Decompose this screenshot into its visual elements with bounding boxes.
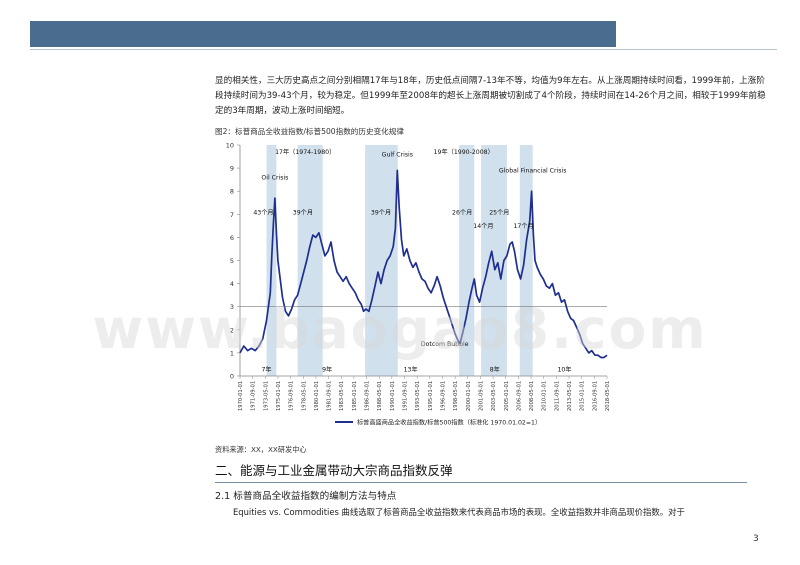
x-tick-label: 1985-01-01	[352, 381, 358, 411]
legend-label: 标普高盛商品全收益指数/标普500指数（标准化 1970.01.02=1）	[357, 418, 541, 426]
annotation-label: 14个月	[473, 223, 493, 230]
x-tick-label: 1998-05-01	[453, 381, 459, 411]
shaded-period	[481, 145, 491, 376]
y-tick-label: 7	[230, 211, 234, 219]
x-tick-label: 2018-05-01	[605, 381, 611, 411]
x-tick-label: 2013-05-01	[567, 381, 573, 411]
x-tick-label: 2001-09-01	[478, 381, 484, 411]
x-tick-label: 1978-05-01	[301, 381, 307, 411]
commodity-equity-ratio-chart: 0 1 2 3 4 5 6 7 8 9 10 1970-01-01 1971-09-01 1973-05-…	[226, 142, 611, 427]
y-tick-label: 5	[230, 257, 234, 265]
shaded-period	[519, 145, 533, 376]
annotation-label: 8年	[490, 365, 500, 373]
x-tick-label: 1975-01-01	[276, 381, 282, 411]
section-title: 二、能源与工业金属带动大宗商品指数反弹	[215, 463, 453, 478]
annotation-label: 10年	[558, 365, 572, 373]
y-tick-label: 10	[226, 142, 234, 150]
annotation-label: 39个月	[371, 209, 391, 216]
y-tick-label: 6	[230, 234, 234, 242]
x-tick-label: 1976-09-01	[289, 381, 295, 411]
x-tick-label: 2005-01-01	[504, 381, 510, 411]
section-rule	[215, 482, 747, 483]
annotation-label: 19年（1990-2008）	[434, 148, 494, 156]
annotation-label: 7年	[261, 365, 271, 373]
x-tick-label: 1986-09-01	[365, 381, 371, 411]
x-tick-label: 1990-01-01	[390, 381, 396, 411]
annotation-label: Global Financial Crisis	[499, 168, 567, 175]
y-tick-label: 9	[230, 165, 234, 173]
x-tick-label: 2008-05-01	[529, 381, 535, 411]
series-line	[239, 169, 608, 359]
annotation-label: 17个月	[513, 223, 533, 230]
chart-legend: 标普高盛商品全收益指数/标普500指数（标准化 1970.01.02=1）	[335, 418, 541, 426]
x-tick-label: 1983-05-01	[339, 381, 345, 411]
x-tick-label: 1971-09-01	[251, 381, 257, 411]
annotation-label: 26个月	[452, 209, 472, 216]
source-note: 资料来源：XX，XX研发中心	[215, 445, 307, 454]
x-tick-label: 2000-01-01	[466, 381, 472, 411]
annotation-label: Dotcom Bubble	[421, 341, 469, 348]
x-tick-label: 2003-05-01	[491, 381, 497, 411]
chart-axes: 0 1 2 3 4 5 6 7 8 9 10 1970-01-01 1971-09-01 1973-05-…	[226, 142, 611, 412]
x-tick-label: 1996-09-01	[440, 381, 446, 411]
y-tick-label: 1	[230, 349, 234, 357]
shaded-period	[365, 145, 398, 376]
annotation-label: 39个月	[293, 209, 313, 216]
annotation-label: 13年	[404, 365, 418, 373]
y-tick-label: 4	[230, 280, 234, 288]
x-tick-label: 2006-09-01	[516, 381, 522, 411]
x-tick-label: 2015-01-01	[580, 381, 586, 411]
y-tick-label: 0	[230, 373, 234, 381]
x-tick-label: 2011-09-01	[554, 381, 560, 411]
intro-paragraph: 显的相关性，三大历史高点之间分别相隔17年与18年，历史低点间隔7-13年不等，…	[215, 76, 766, 116]
annotation-label: Oil Crisis	[261, 175, 288, 182]
shaded-period	[490, 145, 507, 376]
x-tick-label: 1993-05-01	[415, 381, 421, 411]
x-tick-label: 2016-09-01	[592, 381, 598, 411]
annotations: Oil Crisis 17年（1974-1980） Gulf Crisis 19年（1…	[253, 148, 571, 373]
header-bar	[30, 21, 616, 47]
series-layer	[239, 169, 608, 359]
shaded-period	[459, 145, 475, 376]
y-tick-label: 2	[230, 326, 234, 334]
x-tick-label: 1988-05-01	[377, 381, 383, 411]
x-tick-label: 1981-09-01	[327, 381, 333, 411]
annotation-label: 25个月	[489, 209, 509, 216]
annotation-label: 43个月	[253, 209, 273, 216]
x-tick-label: 1970-01-01	[238, 381, 244, 411]
annotation-label: 9年	[322, 365, 332, 373]
header-rule	[30, 49, 777, 50]
figure-caption: 图2：标普商品全收益指数/标普500指数的历史变化规律	[215, 127, 404, 136]
shaded-period	[297, 145, 323, 376]
y-tick-label: 8	[230, 188, 234, 196]
x-tick-label: 1995-01-01	[428, 381, 434, 411]
x-tick-label: 1980-01-01	[314, 381, 320, 411]
body-paragraph: Equities vs. Commodities 曲线选取了标普商品全收益指数来…	[233, 507, 685, 517]
y-tick-label: 3	[230, 303, 234, 311]
x-tick-label: 1991-09-01	[403, 381, 409, 411]
x-tick-label: 1973-05-01	[263, 381, 269, 411]
annotation-label: Gulf Crisis	[382, 152, 413, 159]
annotation-label: 17年（1974-1980）	[275, 148, 335, 156]
page-number: 3	[753, 534, 759, 544]
x-tick-label: 2010-01-01	[542, 381, 548, 411]
subsection-title: 2.1 标普商品全收益指数的编制方法与特点	[215, 491, 397, 502]
